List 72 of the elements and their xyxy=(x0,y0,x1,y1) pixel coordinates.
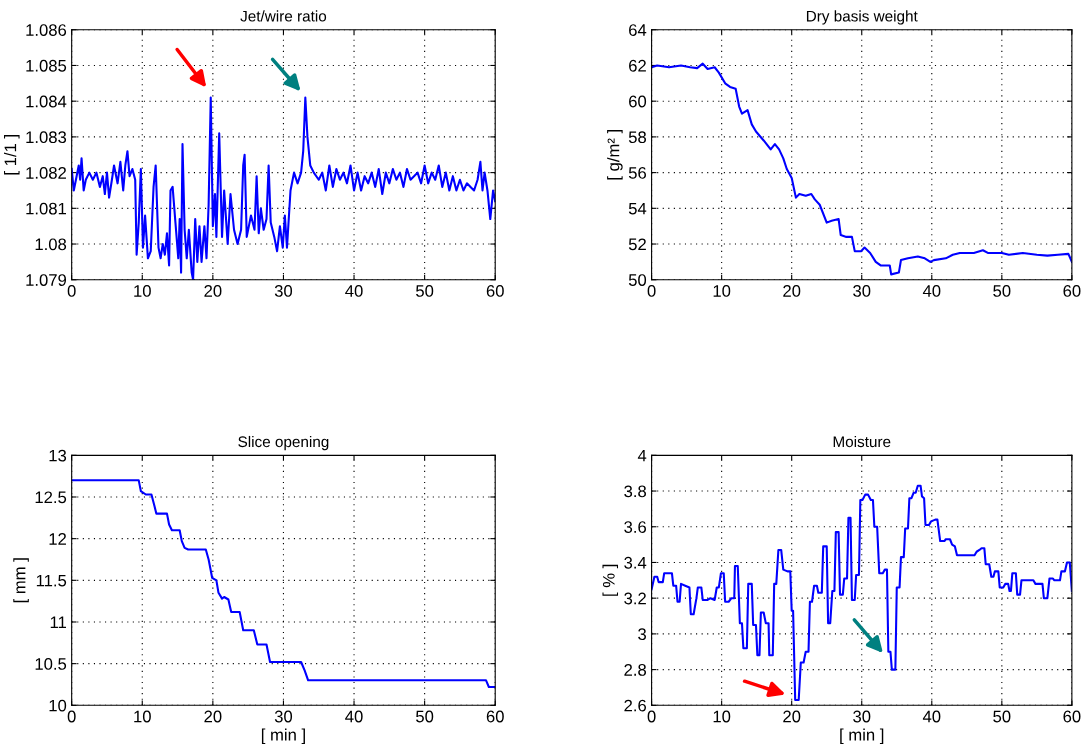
x-tick-label: 40 xyxy=(922,285,941,297)
x-tick-label: 10 xyxy=(134,285,151,297)
y-tick-label: 1.084 xyxy=(26,95,67,108)
y-tick-label: 3.4 xyxy=(624,556,647,569)
x-tick-label: 50 xyxy=(993,710,1011,723)
y-tick-label: 4 xyxy=(637,449,647,462)
y-tick-label: 52 xyxy=(628,238,646,251)
y-tick-label: 3 xyxy=(638,628,647,641)
y-tick-label: 3.6 xyxy=(624,521,647,533)
y-tick-label: 3.2 xyxy=(624,592,646,605)
y-tick-label: 50 xyxy=(628,274,647,286)
x-tick-label: 50 xyxy=(416,710,434,723)
y-tick-label: 11.5 xyxy=(36,574,67,587)
y-tick-label: 1.082 xyxy=(26,167,66,179)
chart-title: Dry basis weight xyxy=(806,10,918,25)
y-tick-label: 1.086 xyxy=(26,24,67,36)
y-axis-title: [ g/m² ] xyxy=(607,130,623,180)
y-tick-label: 2.6 xyxy=(624,699,647,712)
x-tick-label: 50 xyxy=(993,285,1011,297)
chart-title: Jet/wire ratio xyxy=(240,10,327,22)
y-tick-label: 12 xyxy=(49,533,66,545)
line-series xyxy=(71,479,496,689)
y-tick-label: 56 xyxy=(628,167,647,179)
x-axis-title: [ min ] xyxy=(840,728,884,744)
x-tick-label: 30 xyxy=(853,285,871,297)
y-tick-label: 1.083 xyxy=(26,131,67,144)
x-tick-label: 60 xyxy=(1063,285,1081,297)
x-tick-label: 40 xyxy=(345,285,363,297)
y-axis-title: [ % ] xyxy=(602,564,619,596)
y-tick-label: 11 xyxy=(50,616,66,629)
y-tick-label: 64 xyxy=(629,24,647,36)
x-tick-label: 60 xyxy=(486,710,504,723)
line-series xyxy=(651,484,1072,701)
y-tick-label: 12.5 xyxy=(35,491,67,504)
x-tick-label: 10 xyxy=(134,710,151,723)
y-tick-label: 1.085 xyxy=(26,59,67,72)
y-tick-label: 10.5 xyxy=(35,658,67,670)
x-tick-label: 20 xyxy=(783,710,801,723)
x-tick-label: 20 xyxy=(204,285,222,297)
y-tick-label: 13 xyxy=(49,449,67,462)
x-tick-label: 40 xyxy=(345,710,363,723)
x-tick-label: 50 xyxy=(416,285,434,297)
x-tick-label: 0 xyxy=(67,285,76,297)
x-tick-label: 60 xyxy=(486,285,504,297)
x-axis-title: [ min ] xyxy=(261,728,305,744)
x-tick-label: 0 xyxy=(647,285,656,297)
y-tick-label: 60 xyxy=(629,95,647,108)
y-axis-title: [ 1/1 ] xyxy=(4,135,20,175)
y-tick-label: 3.8 xyxy=(624,485,647,498)
x-tick-label: 10 xyxy=(713,285,731,297)
y-axis-title: [ mm ] xyxy=(13,558,29,603)
y-tick-label: 1.079 xyxy=(26,274,67,286)
x-tick-label: 30 xyxy=(853,710,871,723)
x-tick-label: 0 xyxy=(67,710,76,723)
x-tick-label: 20 xyxy=(783,285,801,297)
x-tick-label: 0 xyxy=(647,710,656,723)
line-series xyxy=(651,62,1072,276)
y-tick-label: 1.081 xyxy=(26,202,67,215)
y-tick-label: 62 xyxy=(629,59,646,72)
y-tick-label: 10 xyxy=(49,699,67,712)
x-tick-label: 60 xyxy=(1063,710,1081,723)
chart-title: Slice opening xyxy=(238,435,329,451)
x-tick-label: 30 xyxy=(274,710,293,723)
chart-title: Moisture xyxy=(833,435,891,448)
x-tick-label: 10 xyxy=(713,710,731,723)
x-tick-label: 30 xyxy=(274,285,293,297)
y-tick-label: 54 xyxy=(628,202,647,215)
x-tick-label: 40 xyxy=(922,710,941,723)
y-tick-label: 1.08 xyxy=(35,238,67,251)
x-tick-label: 20 xyxy=(204,710,222,723)
y-tick-label: 58 xyxy=(628,131,647,144)
y-tick-label: 2.8 xyxy=(624,664,647,676)
